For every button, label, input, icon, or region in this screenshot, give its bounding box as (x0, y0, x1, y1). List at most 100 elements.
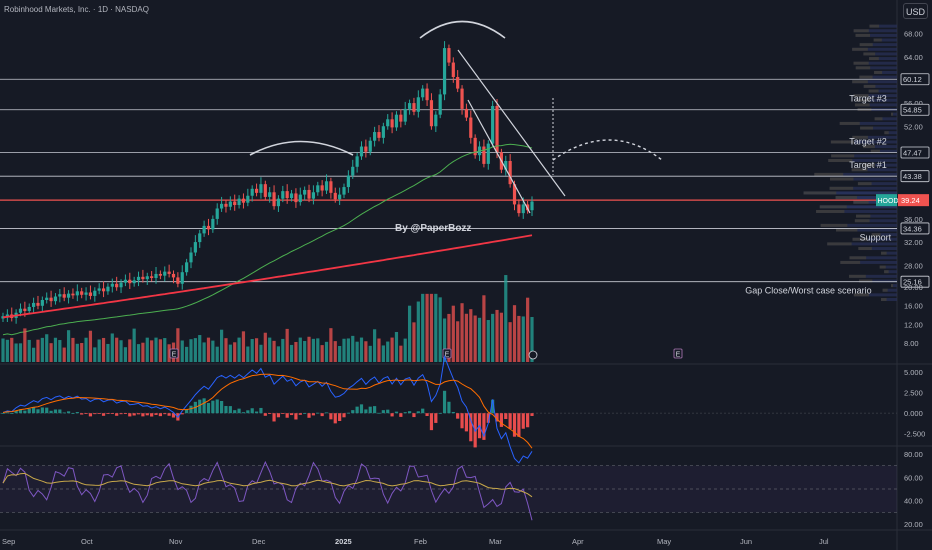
macd-histogram-bar (495, 413, 499, 422)
y-tick-label: 64.00 (904, 53, 923, 62)
candle-body (53, 296, 58, 302)
macd-histogram-bar (460, 413, 464, 429)
y-tick-label: 56.00 (904, 99, 923, 108)
macd-histogram-bar (154, 413, 158, 415)
level-annotation: Target #3 (849, 94, 887, 104)
volume-bar (442, 318, 447, 362)
volume-bar (250, 339, 254, 362)
macd-histogram-bar (36, 409, 40, 414)
macd-histogram-bar (425, 413, 429, 417)
volume-bar (351, 335, 355, 362)
volume-bar (368, 345, 372, 362)
volume-bar (377, 338, 381, 362)
volume-bar (412, 322, 416, 362)
volume-profile-bar (859, 43, 897, 47)
volume-profile-bar (853, 29, 897, 33)
volume-profile-up-bar (852, 80, 868, 84)
volume-bar (469, 309, 473, 362)
candle-body (495, 105, 499, 153)
x-tick-label: Oct (81, 537, 94, 546)
volume-bar (62, 347, 66, 362)
macd-histogram-bar (14, 410, 18, 414)
volume-bar (115, 337, 119, 362)
macd-histogram-bar (202, 398, 206, 414)
volume-bar (263, 332, 267, 362)
macd-tick-label: 0.000 (904, 409, 923, 418)
macd-histogram-bar (136, 413, 141, 415)
macd-histogram-bar (18, 409, 23, 414)
candle-body (136, 276, 141, 281)
macd-histogram-bar (429, 413, 434, 431)
volume-profile-up-bar (881, 298, 887, 301)
candle-body (407, 103, 412, 109)
volume-bar (499, 312, 503, 362)
candle-body (294, 193, 298, 203)
candle-body (442, 48, 447, 95)
volume-profile-up-bar (859, 75, 873, 79)
volume-profile-up-bar (827, 242, 852, 246)
head-arc (419, 20, 506, 39)
volume-profile-up-bar (849, 256, 867, 260)
macd-histogram-bar (456, 413, 460, 419)
volume-profile-bar (849, 274, 897, 278)
volume-bar (150, 340, 154, 362)
volume-bar (451, 305, 455, 362)
candle-body (215, 208, 219, 219)
candle-body (486, 143, 490, 164)
x-tick-label: May (657, 537, 671, 546)
candle-body (193, 242, 197, 253)
macd-histogram-bar (338, 413, 342, 422)
macd-histogram-bar (421, 408, 425, 414)
volume-bar (189, 339, 193, 362)
volume-profile-up-bar (840, 260, 861, 264)
volume-profile-bar (840, 260, 897, 264)
candle-body (254, 188, 259, 193)
candle-body (150, 276, 154, 278)
x-tick-label: Nov (169, 537, 183, 546)
volume-bar (40, 337, 44, 362)
volume-bar (386, 341, 390, 362)
volume-profile-bar (853, 200, 897, 204)
candle-body (49, 297, 53, 302)
macd-histogram-bar (342, 413, 346, 418)
candle-body (233, 201, 237, 206)
candle-body (71, 293, 75, 296)
rsi-ma-line (2, 472, 533, 498)
macd-histogram-bar (119, 413, 123, 415)
candle-body (268, 192, 272, 197)
y-tick-label: 52.00 (904, 122, 923, 131)
macd-histogram-bar (228, 406, 232, 414)
volume-bar (355, 341, 359, 362)
currency-button[interactable]: USD (903, 3, 928, 19)
volume-bar (101, 337, 106, 362)
volume-profile-bar (863, 145, 897, 149)
volume-profile-up-bar (870, 149, 880, 153)
candle-body (399, 114, 403, 122)
earnings-marker-label: E (445, 352, 450, 359)
volume-bar (338, 345, 342, 362)
volume-profile-bar (831, 154, 897, 158)
candle-body (368, 140, 372, 152)
volume-profile-bar (853, 94, 897, 98)
candle-body (211, 218, 215, 230)
macd-histogram-bar (416, 411, 420, 414)
volume-bar (154, 337, 158, 362)
volume-bar (289, 344, 294, 362)
macd-histogram-bar (88, 413, 93, 417)
volume-bar (456, 321, 460, 362)
macd-histogram-bar (254, 411, 259, 414)
macd-histogram-bar (1, 413, 5, 414)
candle-body (451, 62, 455, 78)
candle-body (333, 192, 337, 200)
macd-histogram-bar (316, 412, 320, 414)
volume-bar (136, 344, 141, 362)
candle-body (88, 292, 93, 296)
macd-histogram-bar (123, 413, 128, 414)
candle-body (429, 100, 434, 127)
volume-profile-up-bar (863, 163, 876, 167)
volume-bar (193, 338, 197, 362)
volume-bar (241, 331, 246, 362)
volume-profile-bar (891, 112, 897, 116)
macd-histogram-bar (530, 413, 534, 416)
